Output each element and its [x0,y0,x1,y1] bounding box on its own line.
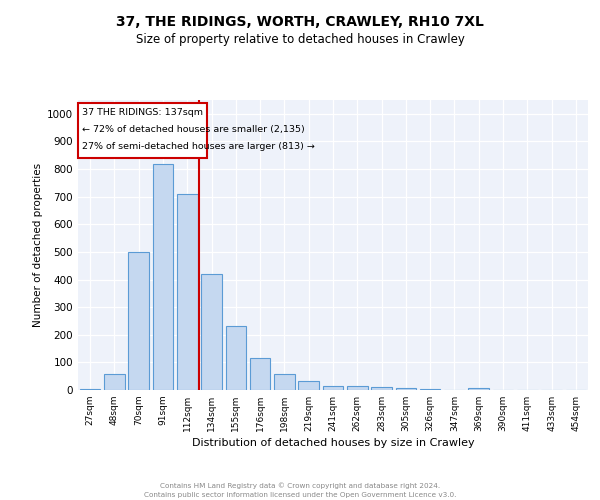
Bar [177,194,197,390]
Bar [226,326,246,390]
Bar [469,388,489,390]
Bar [274,374,295,390]
Y-axis label: Number of detached properties: Number of detached properties [33,163,43,327]
Bar [250,358,271,390]
X-axis label: Distribution of detached houses by size in Crawley: Distribution of detached houses by size … [191,438,475,448]
Bar [420,388,440,390]
Text: Contains HM Land Registry data © Crown copyright and database right 2024.
Contai: Contains HM Land Registry data © Crown c… [144,482,456,498]
Bar [298,381,319,390]
Bar [371,387,392,390]
Bar [80,388,100,390]
Bar [347,386,368,390]
Bar [323,386,343,390]
Text: ← 72% of detached houses are smaller (2,135): ← 72% of detached houses are smaller (2,… [82,125,305,134]
Bar [152,164,173,390]
Text: 37, THE RIDINGS, WORTH, CRAWLEY, RH10 7XL: 37, THE RIDINGS, WORTH, CRAWLEY, RH10 7X… [116,15,484,29]
FancyBboxPatch shape [79,103,207,158]
Bar [201,274,222,390]
Bar [395,388,416,390]
Text: Size of property relative to detached houses in Crawley: Size of property relative to detached ho… [136,32,464,46]
Text: 27% of semi-detached houses are larger (813) →: 27% of semi-detached houses are larger (… [82,142,315,151]
Bar [104,374,125,390]
Bar [128,252,149,390]
Text: 37 THE RIDINGS: 137sqm: 37 THE RIDINGS: 137sqm [82,108,203,116]
